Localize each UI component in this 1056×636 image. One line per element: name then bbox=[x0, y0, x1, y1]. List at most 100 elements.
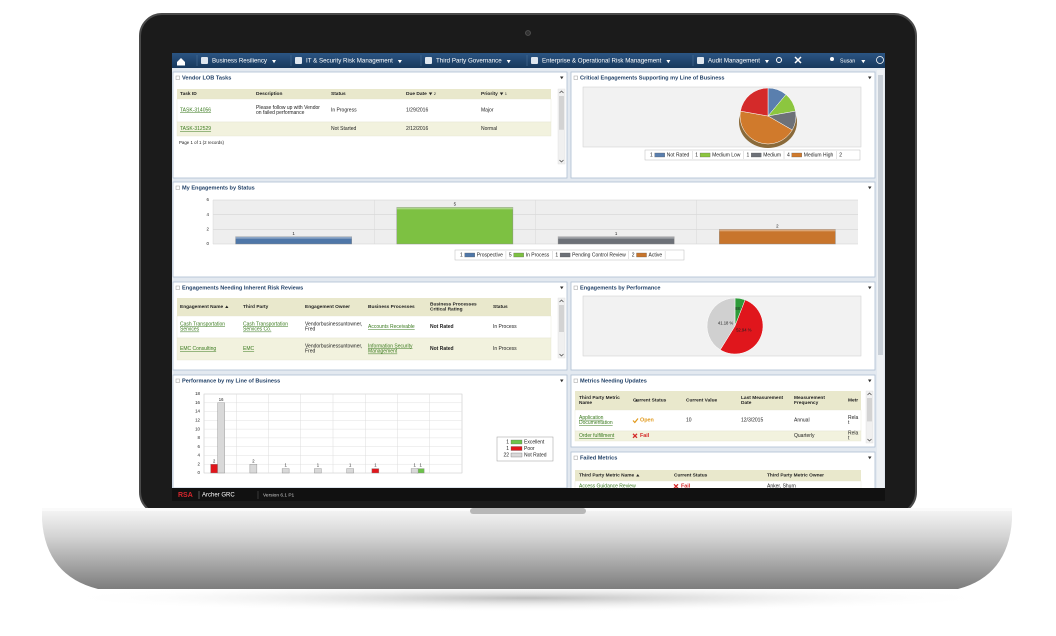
column-header: Description bbox=[256, 91, 282, 97]
text-line: Task ID bbox=[180, 91, 197, 97]
user-name[interactable]: Susan bbox=[840, 58, 855, 64]
value-label: 2 bbox=[776, 223, 779, 228]
legend-swatch bbox=[791, 152, 802, 158]
dashboard: Business Resiliency IT & Security Risk Ma… bbox=[172, 53, 885, 488]
sort-arrow bbox=[428, 92, 433, 96]
nav-item[interactable]: Enterprise & Operational Risk Management bbox=[542, 58, 662, 65]
y-tick-label: 12 bbox=[195, 417, 200, 422]
panel-icon bbox=[573, 75, 578, 80]
table-cell: Major bbox=[481, 108, 494, 114]
value-label: 1 bbox=[349, 463, 352, 468]
value-label: 1 bbox=[374, 463, 377, 468]
table-cell: 2/12/2016 bbox=[406, 126, 428, 132]
legend-count: 2 bbox=[839, 152, 842, 158]
table-cell: Accounts Receivable bbox=[368, 324, 415, 330]
table-row bbox=[574, 480, 862, 488]
column-header: Task ID bbox=[180, 91, 197, 97]
pie-slice bbox=[719, 299, 764, 355]
text-line: Cash Transportation bbox=[243, 322, 288, 328]
scroll-down bbox=[867, 438, 872, 442]
legend-swatch bbox=[636, 252, 647, 258]
text-line: Critical Rating bbox=[430, 307, 463, 313]
text-line: 2/12/2016 bbox=[406, 126, 428, 132]
sort-arrow bbox=[868, 286, 872, 290]
value-label: 5 bbox=[454, 201, 457, 206]
scroll-thumb bbox=[559, 96, 564, 130]
text-line: TASK-312529 bbox=[180, 126, 211, 132]
legend-swatch bbox=[513, 252, 524, 258]
home-icon bbox=[177, 58, 185, 66]
nav-icon bbox=[697, 57, 704, 64]
table-cell: Information Security Management bbox=[368, 344, 413, 355]
table-cell: Please follow up with Vendor on failed pe… bbox=[256, 105, 320, 116]
text-line: 1/29/2016 bbox=[406, 108, 428, 114]
user-icon bbox=[830, 57, 834, 61]
panel-title: Performance by my Line of Business bbox=[182, 378, 280, 384]
value-label: 1 bbox=[317, 463, 320, 468]
legend-label: Prospective bbox=[477, 252, 503, 258]
legend-count: 1 bbox=[695, 152, 698, 158]
legend-label: Pending Control Review bbox=[572, 252, 626, 258]
text-line: EMC bbox=[243, 346, 255, 352]
text-line: Documentation bbox=[579, 420, 613, 426]
scroll-up bbox=[559, 90, 564, 94]
column-header: Current Status bbox=[633, 398, 667, 404]
text-line: Status bbox=[331, 91, 346, 97]
value-label: 2 bbox=[213, 458, 216, 463]
table-cell: Not Started bbox=[331, 126, 357, 132]
legend-swatch bbox=[510, 452, 523, 458]
text-line: Last Measurement bbox=[741, 395, 784, 401]
panel-title: Engagements Needing Inherent Risk Review… bbox=[182, 285, 303, 291]
bar bbox=[235, 236, 352, 245]
table-cell: Cash Transportation Services bbox=[180, 322, 225, 333]
table-cell: Not Rated bbox=[430, 324, 454, 330]
nav-icon bbox=[201, 57, 208, 64]
sort-rank: 2 bbox=[434, 91, 437, 96]
scroll-down bbox=[559, 159, 564, 163]
legend-swatch bbox=[699, 152, 711, 158]
column-header: Last Measurement Date bbox=[741, 395, 784, 406]
nav-item[interactable]: Business Resiliency bbox=[212, 58, 268, 65]
table-cell: EMC Consulting bbox=[180, 346, 216, 352]
table-cell: Order fulfillment bbox=[579, 433, 615, 439]
product: Archer GRC bbox=[202, 493, 235, 499]
scroll-thumb bbox=[867, 398, 872, 422]
table-cell: In Process bbox=[493, 324, 517, 330]
nav-item[interactable]: Third Party Governance bbox=[436, 58, 502, 65]
panel-title: Critical Engagements Supporting my Line … bbox=[580, 75, 725, 81]
table-cell: Fail bbox=[640, 433, 650, 439]
column-header: Engagement Owner bbox=[305, 304, 350, 310]
y-tick-label: 2 bbox=[198, 461, 201, 466]
legend-count: 5 bbox=[509, 252, 512, 258]
nav-icon bbox=[425, 57, 432, 64]
text-line: Priority bbox=[481, 91, 498, 97]
value-label: 2 bbox=[252, 458, 255, 463]
y-tick-label: 18 bbox=[195, 391, 200, 396]
table-header bbox=[575, 470, 861, 481]
nav-item[interactable]: IT & Security Risk Management bbox=[306, 58, 393, 65]
footer-bar bbox=[172, 488, 885, 501]
column-header: Third Party Metric Name bbox=[579, 473, 635, 479]
legend-label: Medium High bbox=[804, 152, 834, 158]
text-line: Vendorbusinessuntowner, bbox=[305, 344, 362, 350]
y-tick-label: 6 bbox=[198, 444, 201, 449]
column-header: Current Status bbox=[674, 473, 708, 479]
legend-label: Active bbox=[649, 252, 663, 258]
column-header: Third Party bbox=[243, 304, 269, 310]
panel-icon bbox=[573, 455, 578, 460]
text-line: Metr bbox=[848, 398, 858, 404]
pie-label: 5.88 % bbox=[732, 306, 745, 311]
panel-icon bbox=[175, 285, 180, 290]
panel-title: My Engagements by Status bbox=[182, 185, 255, 191]
bar-shine bbox=[719, 229, 836, 232]
sort-arrow bbox=[634, 399, 639, 402]
legend-count: 1 bbox=[460, 252, 463, 258]
legend-swatch bbox=[510, 446, 523, 451]
nav-item[interactable]: Audit Management bbox=[708, 58, 760, 65]
column-header: Engagement Name bbox=[180, 304, 224, 310]
bar-shine bbox=[235, 236, 352, 239]
text-line: Annual bbox=[794, 418, 810, 424]
value-label: 1 bbox=[292, 231, 295, 236]
sort-arrow bbox=[861, 60, 866, 64]
